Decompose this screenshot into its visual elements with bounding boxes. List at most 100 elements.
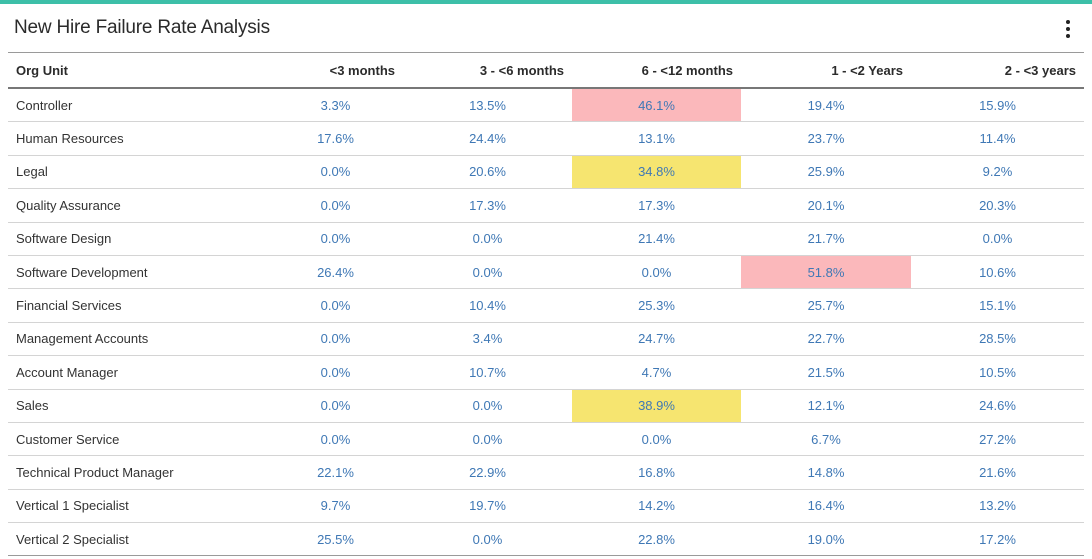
rate-value-cell[interactable]: 21.5% bbox=[741, 355, 911, 390]
rate-value-cell[interactable]: 20.3% bbox=[911, 188, 1084, 223]
rate-value-cell[interactable]: 9.7% bbox=[268, 489, 403, 524]
rate-value-cell[interactable]: 28.5% bbox=[911, 322, 1084, 357]
rate-value-cell[interactable]: 0.0% bbox=[572, 255, 741, 290]
rate-value-cell[interactable]: 17.6% bbox=[268, 121, 403, 156]
rate-value-cell[interactable]: 11.4% bbox=[911, 121, 1084, 156]
rate-value-cell[interactable]: 21.6% bbox=[911, 455, 1084, 490]
rate-value-cell[interactable]: 10.7% bbox=[403, 355, 572, 390]
rate-value-cell[interactable]: 21.7% bbox=[741, 222, 911, 256]
rate-value-cell[interactable]: 25.5% bbox=[268, 522, 403, 557]
rate-value-cell[interactable]: 0.0% bbox=[268, 389, 403, 423]
rate-value-cell[interactable]: 26.4% bbox=[268, 255, 403, 290]
rate-value-cell[interactable]: 3.4% bbox=[403, 322, 572, 357]
rate-value-cell[interactable]: 19.4% bbox=[741, 88, 911, 123]
rate-value-cell[interactable]: 0.0% bbox=[911, 222, 1084, 256]
rate-value-cell[interactable]: 12.1% bbox=[741, 389, 911, 423]
table-row: Account Manager 0.0% 10.7% 4.7% 21.5% 10.5% bbox=[8, 355, 1084, 390]
rate-value-cell[interactable]: 17.3% bbox=[403, 188, 572, 223]
rate-value-cell[interactable]: 34.8% bbox=[572, 155, 741, 190]
org-unit-cell: Financial Services bbox=[8, 288, 268, 323]
table-row: Software Design 0.0% 0.0% 21.4% 21.7% 0.0% bbox=[8, 222, 1084, 256]
table-row: Quality Assurance 0.0% 17.3% 17.3% 20.1% 20.3… bbox=[8, 188, 1084, 223]
rate-value-cell[interactable]: 0.0% bbox=[268, 355, 403, 390]
rate-value-cell[interactable]: 4.7% bbox=[572, 355, 741, 390]
rate-value-cell[interactable]: 23.7% bbox=[741, 121, 911, 156]
rate-value-cell[interactable]: 0.0% bbox=[403, 389, 572, 423]
org-unit-cell: Vertical 2 Specialist bbox=[8, 522, 268, 557]
rate-value-cell[interactable]: 25.9% bbox=[741, 155, 911, 190]
rate-value-cell[interactable]: 46.1% bbox=[572, 88, 741, 123]
rate-value-cell[interactable]: 0.0% bbox=[268, 322, 403, 357]
rate-value-cell[interactable]: 38.9% bbox=[572, 389, 741, 423]
rate-value-cell[interactable]: 20.6% bbox=[403, 155, 572, 190]
rate-value-cell[interactable]: 22.9% bbox=[403, 455, 572, 490]
table-row: Legal 0.0% 20.6% 34.8% 25.9% 9.2% bbox=[8, 155, 1084, 190]
rate-value-cell[interactable]: 13.5% bbox=[403, 88, 572, 123]
rate-value-cell[interactable]: 6.7% bbox=[741, 422, 911, 457]
org-unit-cell: Software Design bbox=[8, 222, 268, 256]
rate-value-cell[interactable]: 0.0% bbox=[268, 155, 403, 190]
rate-value-cell[interactable]: 22.7% bbox=[741, 322, 911, 357]
rate-value-cell[interactable]: 16.8% bbox=[572, 455, 741, 490]
rate-value-cell[interactable]: 15.9% bbox=[911, 88, 1084, 123]
rate-value-cell[interactable]: 0.0% bbox=[268, 222, 403, 256]
org-unit-cell: Software Development bbox=[8, 255, 268, 290]
rate-value-cell[interactable]: 14.8% bbox=[741, 455, 911, 490]
rate-value-cell[interactable]: 13.2% bbox=[911, 489, 1084, 524]
rate-value-cell[interactable]: 24.7% bbox=[572, 322, 741, 357]
rate-value-cell[interactable]: 51.8% bbox=[741, 255, 911, 290]
failure-rate-table: Org Unit <3 months 3 - <6 months 6 - <12… bbox=[8, 52, 1084, 557]
rate-value-cell[interactable]: 19.0% bbox=[741, 522, 911, 557]
rate-value-cell[interactable]: 25.7% bbox=[741, 288, 911, 323]
rate-value-cell[interactable]: 17.2% bbox=[911, 522, 1084, 557]
rate-value-cell[interactable]: 17.3% bbox=[572, 188, 741, 223]
table-header-row: Org Unit <3 months 3 - <6 months 6 - <12… bbox=[8, 52, 1084, 89]
column-header-1-2-years[interactable]: 1 - <2 Years bbox=[741, 52, 911, 89]
rate-value-cell[interactable]: 24.6% bbox=[911, 389, 1084, 423]
rate-value-cell[interactable]: 0.0% bbox=[403, 422, 572, 457]
rate-value-cell[interactable]: 0.0% bbox=[403, 522, 572, 557]
column-header-2-3-years[interactable]: 2 - <3 years bbox=[911, 52, 1084, 89]
org-unit-cell: Technical Product Manager bbox=[8, 455, 268, 490]
table-row: Technical Product Manager 22.1% 22.9% 16.8%… bbox=[8, 455, 1084, 490]
rate-value-cell[interactable]: 0.0% bbox=[572, 422, 741, 457]
rate-value-cell[interactable]: 14.2% bbox=[572, 489, 741, 524]
org-unit-cell: Customer Service bbox=[8, 422, 268, 457]
rate-value-cell[interactable]: 13.1% bbox=[572, 121, 741, 156]
table-row: Controller 3.3% 13.5% 46.1% 19.4% 15.9% bbox=[8, 88, 1084, 123]
table-body: Controller 3.3% 13.5% 46.1% 19.4% 15.9% Human … bbox=[8, 88, 1084, 557]
rate-value-cell[interactable]: 22.1% bbox=[268, 455, 403, 490]
rate-value-cell[interactable]: 10.6% bbox=[911, 255, 1084, 290]
more-vertical-icon[interactable] bbox=[1058, 15, 1078, 43]
rate-value-cell[interactable]: 20.1% bbox=[741, 188, 911, 223]
org-unit-cell: Controller bbox=[8, 88, 268, 123]
org-unit-cell: Sales bbox=[8, 389, 268, 423]
rate-value-cell[interactable]: 0.0% bbox=[403, 255, 572, 290]
rate-value-cell[interactable]: 0.0% bbox=[268, 422, 403, 457]
column-header-6-12-months[interactable]: 6 - <12 months bbox=[572, 52, 741, 89]
column-header-3-6-months[interactable]: 3 - <6 months bbox=[403, 52, 572, 89]
org-unit-cell: Account Manager bbox=[8, 355, 268, 390]
rate-value-cell[interactable]: 24.4% bbox=[403, 121, 572, 156]
rate-value-cell[interactable]: 25.3% bbox=[572, 288, 741, 323]
rate-value-cell[interactable]: 15.1% bbox=[911, 288, 1084, 323]
rate-value-cell[interactable]: 27.2% bbox=[911, 422, 1084, 457]
rate-value-cell[interactable]: 0.0% bbox=[268, 288, 403, 323]
column-header-org-unit[interactable]: Org Unit bbox=[8, 52, 268, 89]
rate-value-cell[interactable]: 10.5% bbox=[911, 355, 1084, 390]
rate-value-cell[interactable]: 21.4% bbox=[572, 222, 741, 256]
rate-value-cell[interactable]: 16.4% bbox=[741, 489, 911, 524]
rate-value-cell[interactable]: 22.8% bbox=[572, 522, 741, 557]
column-header-lt-3-months[interactable]: <3 months bbox=[268, 52, 403, 89]
rate-value-cell[interactable]: 19.7% bbox=[403, 489, 572, 524]
table-row: Human Resources 17.6% 24.4% 13.1% 23.7% 11.4% bbox=[8, 121, 1084, 156]
table-row: Sales 0.0% 0.0% 38.9% 12.1% 24.6% bbox=[8, 389, 1084, 423]
table-row: Vertical 2 Specialist 25.5% 0.0% 22.8% 19.0%… bbox=[8, 522, 1084, 557]
rate-value-cell[interactable]: 0.0% bbox=[268, 188, 403, 223]
accent-bar bbox=[0, 0, 1092, 4]
rate-value-cell[interactable]: 3.3% bbox=[268, 88, 403, 123]
rate-value-cell[interactable]: 9.2% bbox=[911, 155, 1084, 190]
rate-value-cell[interactable]: 10.4% bbox=[403, 288, 572, 323]
rate-value-cell[interactable]: 0.0% bbox=[403, 222, 572, 256]
table-row: Financial Services 0.0% 10.4% 25.3% 25.7% 15.… bbox=[8, 288, 1084, 323]
